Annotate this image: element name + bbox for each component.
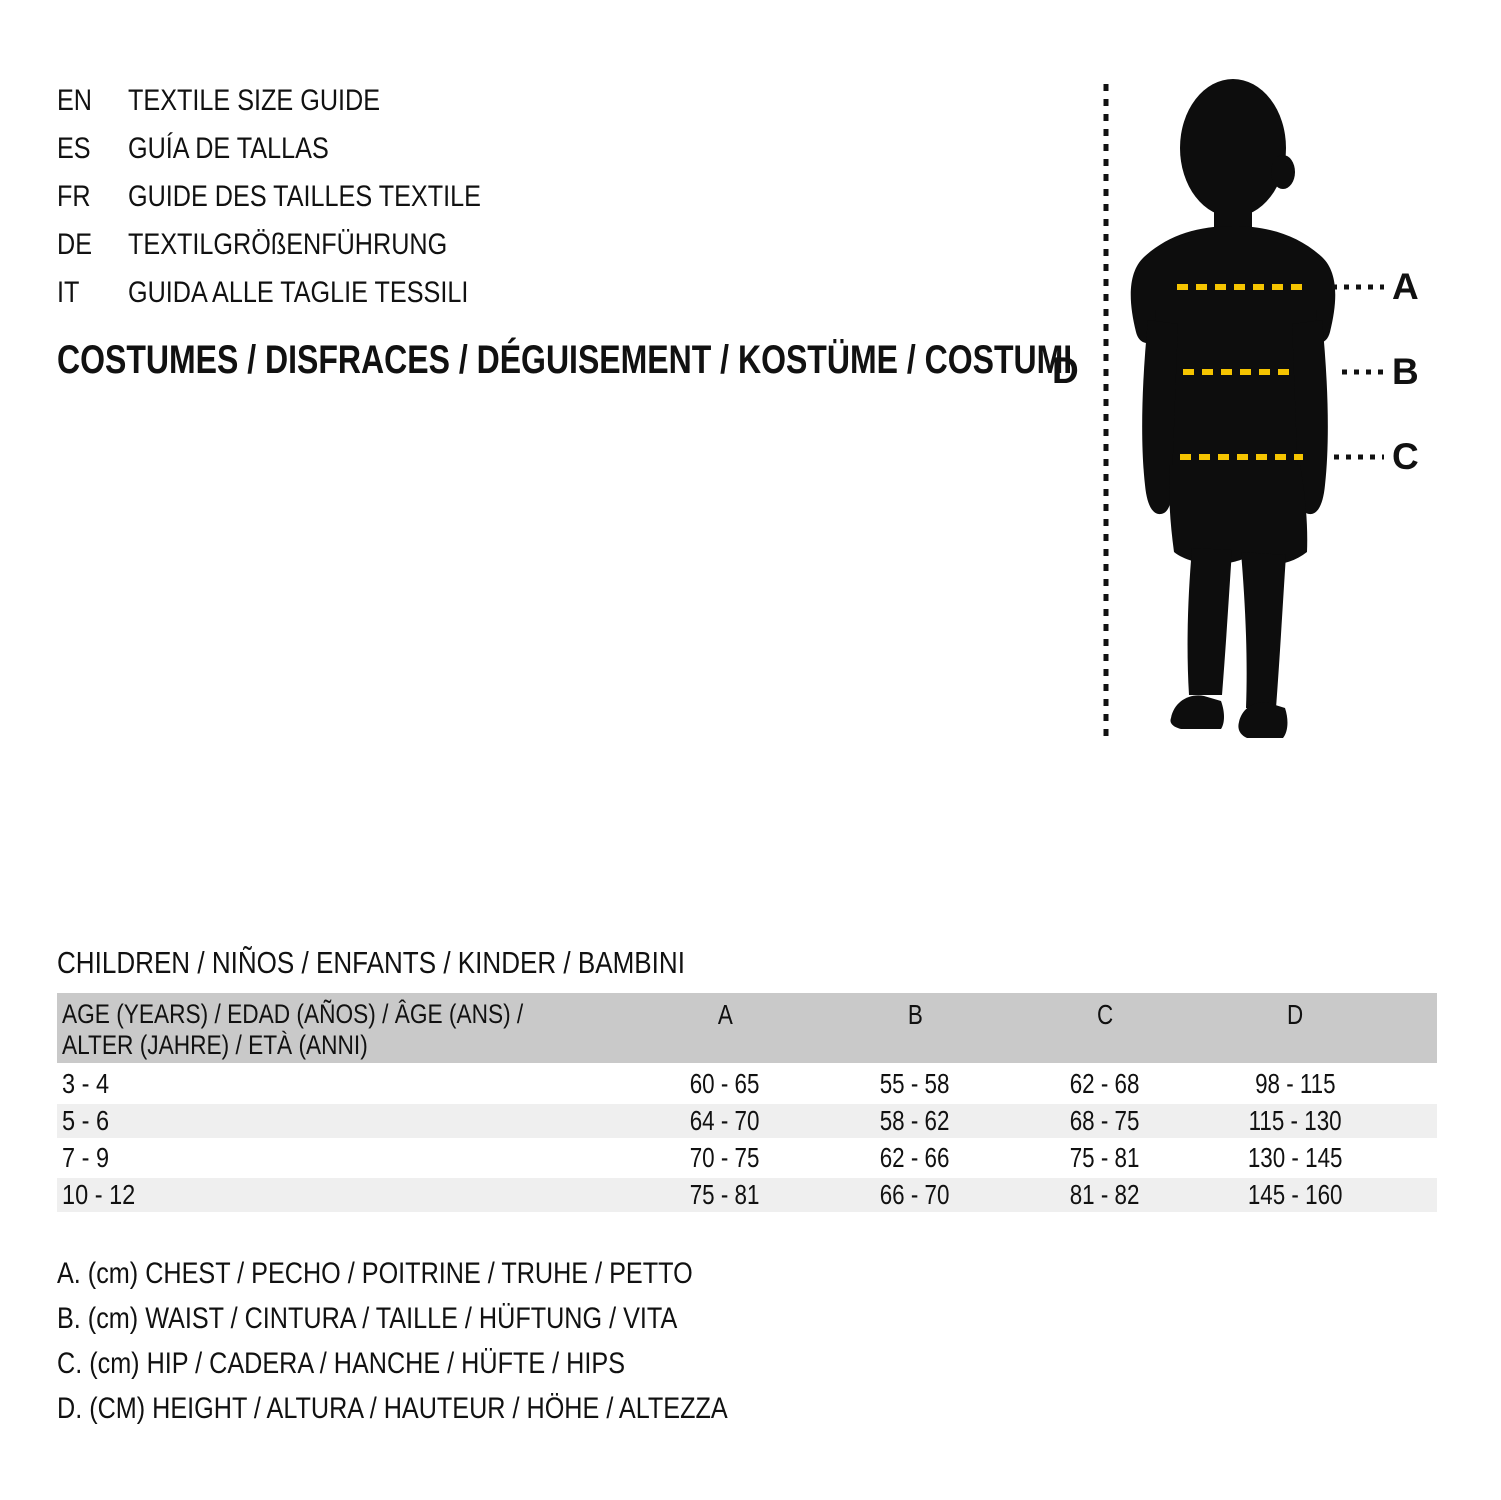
language-title: GUIDA ALLE TAGLIE TESSILI (128, 276, 469, 309)
child-silhouette-figure (1103, 79, 1384, 740)
height-cell: 115 - 130 (1248, 1105, 1342, 1136)
category-heading: COSTUMES / DISFRACES / DÉGUISEMENT / KOS… (57, 338, 1073, 382)
language-row: ES GUÍA DE TALLAS (57, 125, 548, 173)
legend-item-height: D. (CM) HEIGHT / ALTURA / HAUTEUR / HÖHE… (57, 1392, 728, 1425)
measurement-figure: A B C D (1040, 60, 1480, 760)
height-cell: 130 - 145 (1247, 1142, 1343, 1173)
child-silhouette (1130, 79, 1336, 738)
language-row: IT GUIDA ALLE TAGLIE TESSILI (57, 269, 548, 317)
language-code: FR (57, 180, 91, 213)
waist-cell: 58 - 62 (880, 1105, 950, 1136)
hip-cell: 81 - 82 (1070, 1179, 1140, 1210)
size-table-header: AGE (YEARS) / EDAD (AÑOS) / ÂGE (ANS) / … (57, 993, 1437, 1063)
chest-cell: 64 - 70 (690, 1105, 760, 1136)
age-cell: 10 - 12 (62, 1179, 136, 1210)
height-cell: 145 - 160 (1247, 1179, 1343, 1210)
column-header-b: B (907, 999, 923, 1030)
age-cell: 5 - 6 (62, 1105, 110, 1136)
waist-cell: 66 - 70 (880, 1179, 950, 1210)
language-title-list: EN TEXTILE SIZE GUIDE ES GUÍA DE TALLAS … (57, 77, 548, 317)
legend-item-chest: A. (cm) CHEST / PECHO / POITRINE / TRUHE… (57, 1257, 693, 1290)
waist-label-b: B (1392, 351, 1419, 392)
measurement-legend: A. (cm) CHEST / PECHO / POITRINE / TRUHE… (57, 1251, 855, 1431)
height-cell: 98 - 115 (1254, 1068, 1336, 1099)
language-row: FR GUIDE DES TAILLES TEXTILE (57, 173, 548, 221)
age-column-header: AGE (YEARS) / EDAD (AÑOS) / ÂGE (ANS) / … (62, 999, 524, 1060)
legend-item-waist: B. (cm) WAIST / CINTURA / TAILLE / HÜFTU… (57, 1302, 678, 1335)
waist-cell: 62 - 66 (880, 1142, 950, 1173)
language-code: ES (57, 132, 91, 165)
age-cell: 3 - 4 (62, 1068, 110, 1099)
language-code: EN (57, 84, 93, 117)
waist-cell: 55 - 58 (880, 1068, 950, 1099)
hip-cell: 68 - 75 (1070, 1105, 1140, 1136)
hip-cell: 75 - 81 (1070, 1142, 1140, 1173)
language-title: GUIDE DES TAILLES TEXTILE (128, 180, 481, 213)
chest-label-a: A (1392, 266, 1419, 307)
language-title: TEXTILE SIZE GUIDE (128, 84, 381, 117)
size-table-row: 5 - 6 64 - 70 58 - 62 68 - 75 115 - 130 (57, 1104, 1437, 1138)
chest-cell: 60 - 65 (690, 1068, 760, 1099)
legend-item-hip: C. (cm) HIP / CADERA / HANCHE / HÜFTE / … (57, 1347, 625, 1380)
chest-cell: 70 - 75 (690, 1142, 760, 1173)
column-header-d: D (1286, 999, 1304, 1030)
size-table-row: 7 - 9 70 - 75 62 - 66 75 - 81 130 - 145 (57, 1141, 1437, 1175)
hip-label-c: C (1392, 436, 1419, 477)
hip-cell: 62 - 68 (1070, 1068, 1140, 1099)
chest-cell: 75 - 81 (690, 1179, 760, 1210)
children-size-table: AGE (YEARS) / EDAD (AÑOS) / ÂGE (ANS) / … (57, 993, 1437, 1215)
language-code: DE (57, 228, 93, 261)
language-code: IT (57, 276, 80, 309)
language-row: DE TEXTILGRÖßENFÜHRUNG (57, 221, 548, 269)
height-label-d: D (1052, 350, 1079, 391)
language-title: GUÍA DE TALLAS (128, 132, 329, 165)
language-row: EN TEXTILE SIZE GUIDE (57, 77, 548, 125)
column-header-c: C (1096, 999, 1114, 1030)
column-header-a: A (717, 999, 733, 1030)
table-section-title: CHILDREN / NIÑOS / ENFANTS / KINDER / BA… (57, 945, 685, 980)
size-table-row: 3 - 4 60 - 65 55 - 58 62 - 68 98 - 115 (57, 1067, 1437, 1101)
age-cell: 7 - 9 (62, 1142, 110, 1173)
language-title: TEXTILGRÖßENFÜHRUNG (128, 228, 448, 261)
size-table-row: 10 - 12 75 - 81 66 - 70 81 - 82 145 - 16… (57, 1178, 1437, 1212)
